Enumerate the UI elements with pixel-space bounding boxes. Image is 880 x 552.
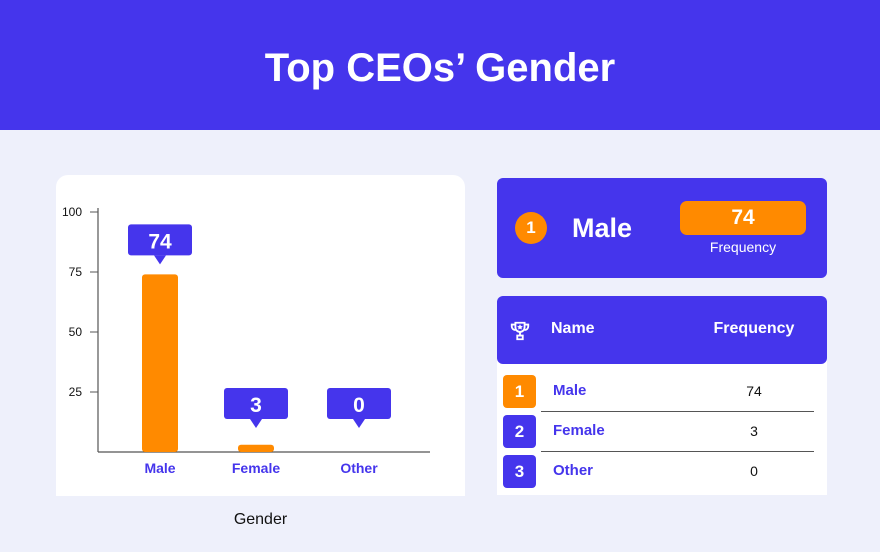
bar-chart: Frequency25507510074Male3Female0Other [62,205,430,476]
y-tick-label: 50 [69,325,83,339]
rank-badge: 3 [503,455,536,488]
row-name: Other [553,462,594,479]
header-banner: Top CEOs’ Gender [0,0,880,130]
trophy-icon [510,321,530,341]
table-header: Name Frequency [497,296,827,364]
top-value-pill: 74 [680,201,806,235]
data-label-pointer [353,419,365,428]
data-label: 0 [353,394,365,417]
column-header-frequency: Frequency [713,320,795,337]
chart-card: Frequency25507510074Male3Female0Other [56,175,465,496]
data-label-box [224,388,288,419]
x-tick-label: Female [232,460,280,476]
table-row: 1 Male 74 [497,373,827,413]
top-value-sublabel: Frequency [709,239,777,255]
row-name: Female [553,422,605,439]
ranking-table: Name Frequency 1 Male 74 2 Female 3 3 Ot… [497,296,827,495]
x-axis-label: Gender [233,511,288,528]
bar-male [142,274,178,452]
table-row: 2 Female 3 [497,413,827,453]
table-row: 3 Other 0 [497,453,827,493]
top-result-card: 1 Male 74 Frequency [497,178,827,278]
top-category-name: Male [572,213,633,243]
y-tick-label: 25 [69,385,83,399]
page-title: Top CEOs’ Gender [264,46,616,90]
x-tick-label: Male [144,460,175,476]
row-frequency: 0 [750,463,758,479]
data-label: 3 [250,394,262,417]
bar-female [238,444,274,452]
data-label: 74 [148,230,172,253]
data-label-box [128,224,192,256]
rank-badge: 2 [503,415,536,448]
row-frequency: 74 [746,383,762,399]
row-divider [541,451,814,452]
x-tick-label: Other [340,460,378,476]
row-divider [541,411,814,412]
row-name: Male [553,382,587,399]
row-frequency: 3 [750,423,758,439]
data-label-pointer [250,419,262,428]
y-tick-label: 100 [62,205,82,219]
top-rank-badge: 1 [515,212,547,244]
data-label-box [327,388,391,419]
y-tick-label: 75 [69,265,83,279]
data-label-pointer [154,255,166,265]
rank-badge: 1 [503,375,536,408]
column-header-name: Name [551,320,595,337]
